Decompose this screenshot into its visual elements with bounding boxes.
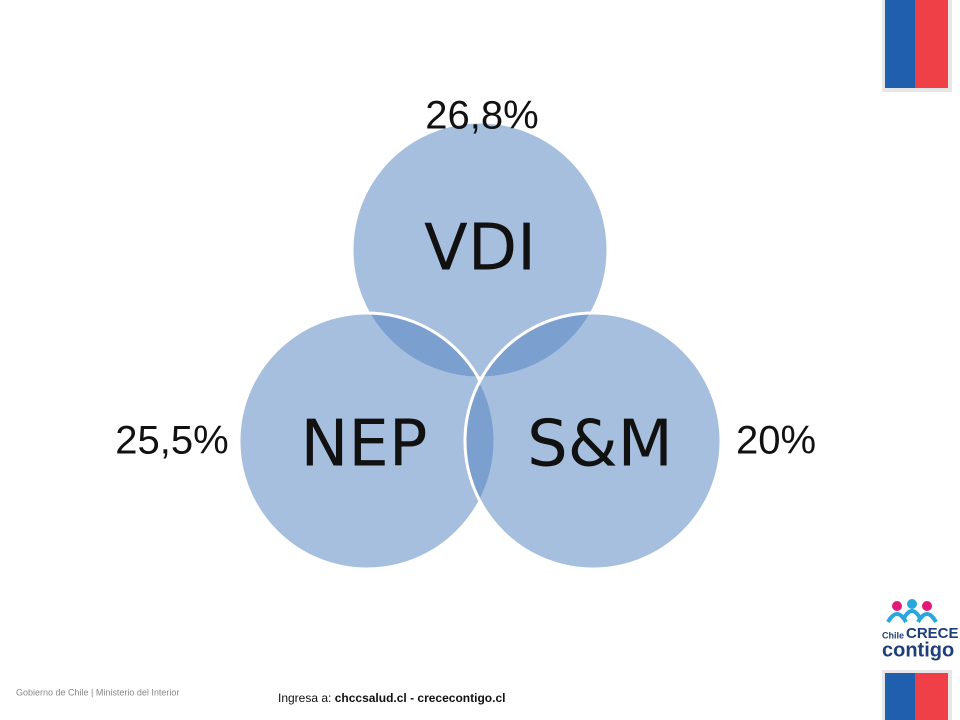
footer-left: Gobierno de Chile | Ministerio del Inter… <box>16 687 179 697</box>
circle-label: S&M <box>527 408 673 482</box>
flag-top <box>882 0 952 92</box>
percent: 20% <box>736 419 816 463</box>
logo-word: contigo <box>882 639 954 661</box>
logo: Chile CRECE contigo <box>882 599 959 661</box>
percent: 26,8% <box>425 94 538 138</box>
footer-links: Ingresa a: chccsalud.cl - crececontigo.c… <box>278 691 505 705</box>
circle-sm <box>463 311 723 571</box>
percent: 25,5% <box>115 419 228 463</box>
footer-prefix: Ingresa a: <box>278 691 331 705</box>
logo-big: CRECE <box>906 625 959 642</box>
footer-url: chccsalud.cl - crececontigo.cl <box>335 691 506 705</box>
venn: VDI NEP S&M <box>237 120 723 571</box>
circle-label: VDI <box>424 212 536 286</box>
circle-label: NEP <box>301 408 428 482</box>
logo-small: Chile <box>882 630 904 640</box>
flag-bottom <box>882 670 952 720</box>
